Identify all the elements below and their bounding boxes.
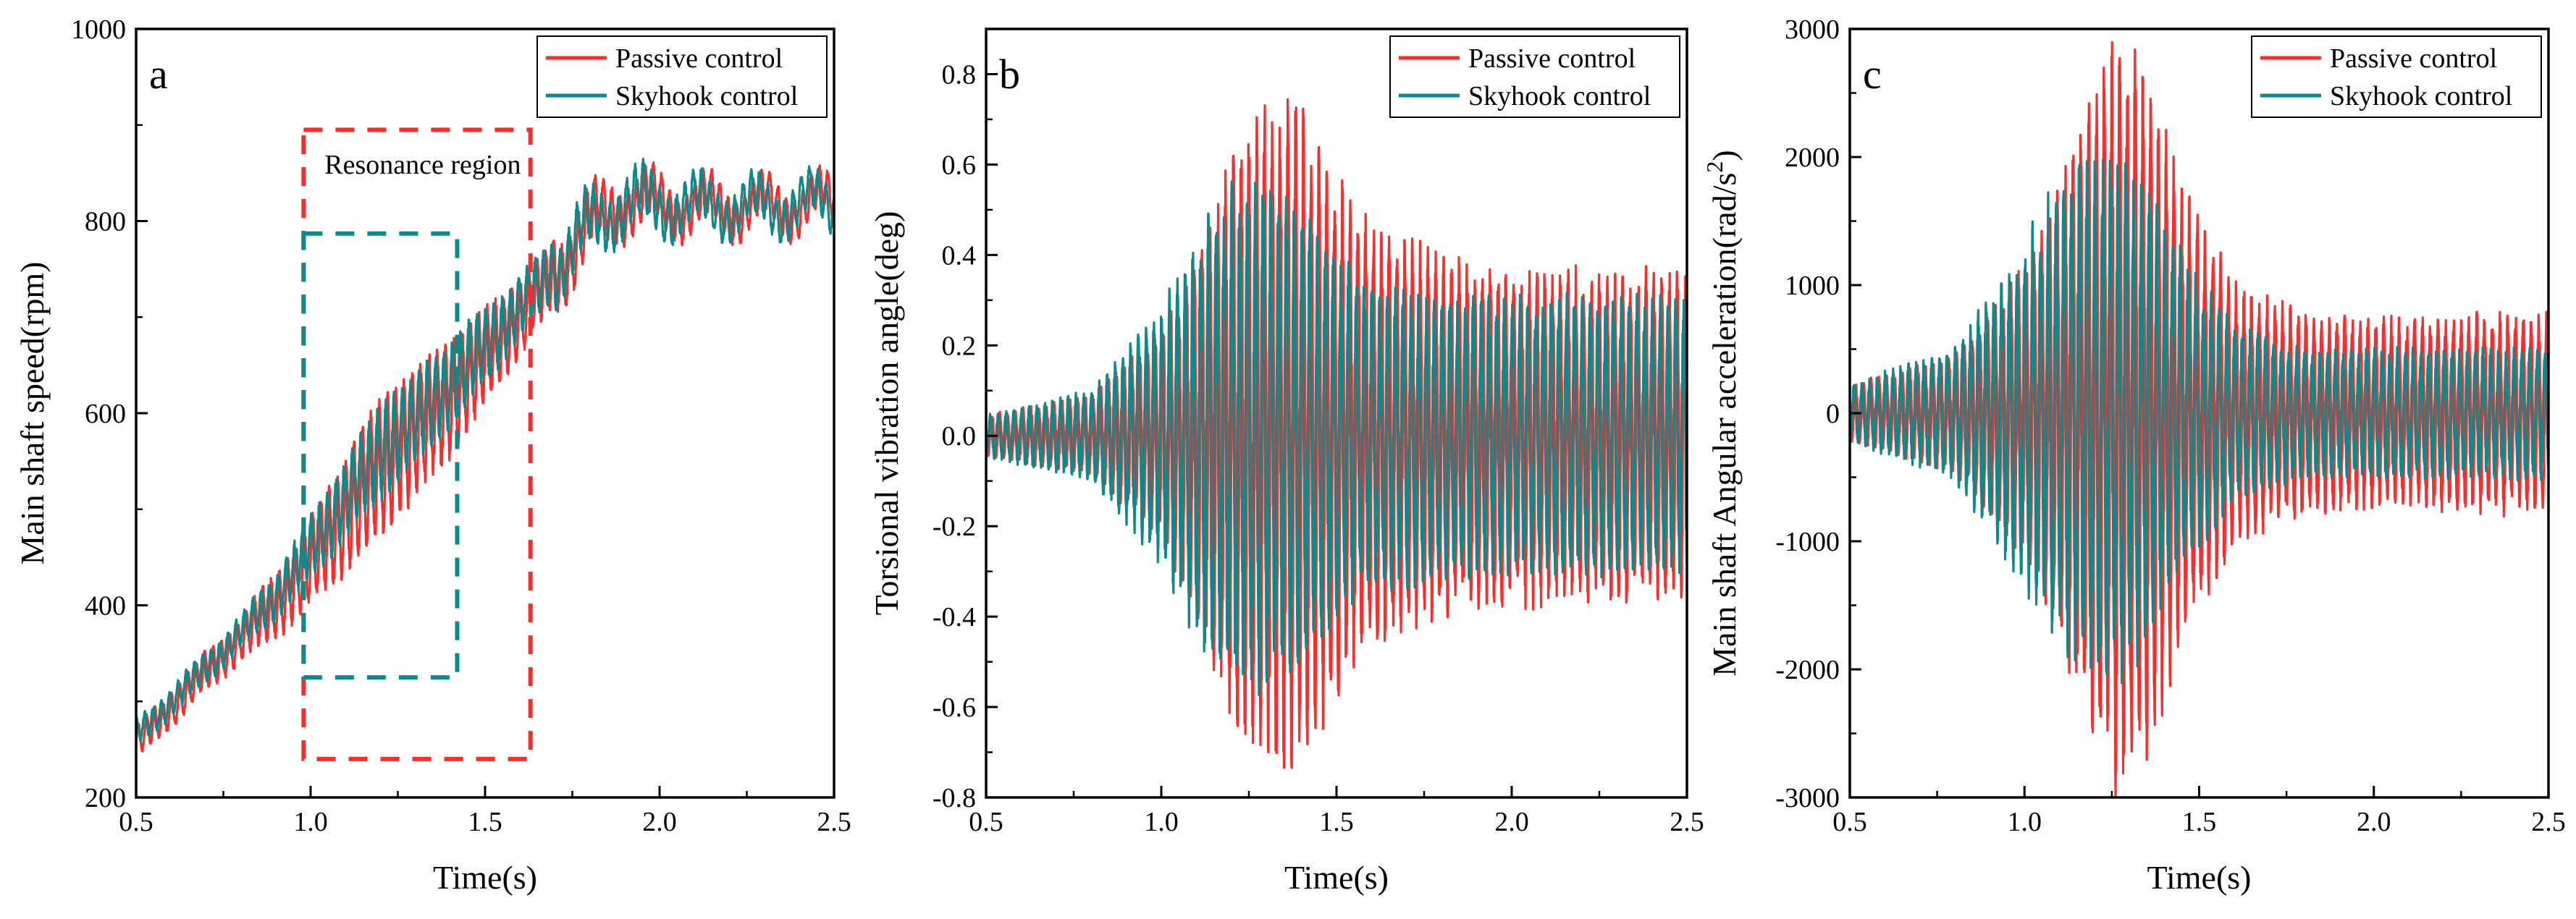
- y-tick-label: -1000: [1775, 527, 1840, 557]
- x-tick-label: 0.5: [969, 807, 1003, 837]
- y-axis-title: Main shaft speed(rpm): [14, 262, 51, 565]
- y-tick-label: 600: [85, 399, 126, 429]
- legend-box: [1389, 35, 1680, 118]
- y-tick-label: -0.6: [933, 693, 976, 723]
- x-tick-label: 2.5: [2531, 807, 2566, 837]
- legend: Passive control Skyhook control: [536, 35, 828, 118]
- x-tick-label: 1.5: [468, 807, 502, 837]
- x-tick-label: 0.5: [119, 807, 153, 837]
- legend-box: [2251, 35, 2542, 118]
- series-skyhook-line: [986, 180, 1687, 696]
- series-passive-line: [1850, 41, 2548, 797]
- x-tick-label: 1.5: [2182, 807, 2217, 837]
- x-tick-label: 2.0: [2357, 807, 2391, 837]
- legend-label-passive: Passive control: [2330, 43, 2497, 74]
- plot-area: [136, 158, 834, 753]
- y-tick-label: 0: [1826, 399, 1840, 429]
- plot-area: [986, 98, 1687, 769]
- series-skyhook-line: [1850, 158, 2548, 685]
- x-axis-title: Time(s): [1284, 859, 1389, 896]
- y-tick-label: 200: [85, 783, 126, 813]
- annotation-label: Resonance region: [324, 150, 521, 180]
- x-tick-label: 1.0: [1144, 807, 1179, 837]
- y-tick-label: 1000: [71, 14, 126, 45]
- x-tick-label: 1.0: [2008, 807, 2042, 837]
- y-tick-label: 0.6: [942, 150, 977, 180]
- y-tick-label: 0.2: [942, 331, 977, 361]
- x-tick-label: 1.5: [1319, 807, 1354, 837]
- x-tick-label: 0.5: [1832, 807, 1867, 837]
- passive-resonance-box: [301, 127, 533, 761]
- legend: Passive control Skyhook control: [2251, 35, 2542, 118]
- x-tick-label: 2.5: [1670, 807, 1704, 837]
- y-tick-label: 0.4: [942, 240, 977, 271]
- y-tick-label: 0.8: [942, 59, 977, 90]
- legend-box: [536, 35, 828, 118]
- legend-label-skyhook: Skyhook control: [1468, 81, 1651, 111]
- y-tick-label: 800: [85, 207, 126, 237]
- plot-area: [1850, 41, 2548, 797]
- y-axis-title: Main shaft Angular acceleration(rad/s2): [1701, 150, 1743, 676]
- y-tick-label: -0.4: [933, 602, 976, 632]
- y-tick-label: 3000: [1785, 14, 1840, 45]
- y-axis-title: Torsional vibration angle(deg): [868, 211, 905, 616]
- legend-label-passive: Passive control: [1468, 43, 1636, 74]
- y-tick-label: -2000: [1775, 655, 1840, 685]
- x-tick-label: 1.0: [293, 807, 328, 837]
- panel-letter: c: [1863, 51, 1882, 98]
- x-tick-label: 2.5: [817, 807, 851, 837]
- y-axis-title-text: Torsional vibration angle(deg): [868, 211, 905, 616]
- legend-label-passive: Passive control: [615, 43, 783, 74]
- legend: Passive control Skyhook control: [1389, 35, 1680, 118]
- panel-c: 0.5 1.0 1.5 2.0 2.5 -3000 -2000 -1000 0 1000 2000 3…: [1701, 14, 2566, 896]
- legend-label-skyhook: Skyhook control: [615, 81, 798, 111]
- panel-letter: a: [149, 51, 168, 98]
- legend-label-skyhook: Skyhook control: [2330, 81, 2512, 111]
- series-skyhook-line: [136, 158, 834, 742]
- x-tick-label: 2.0: [1494, 807, 1529, 837]
- panel-a: Resonance region 0.5 1.0 1.5 2.0 2.5 200 400 600…: [14, 14, 851, 896]
- y-tick-label: 2000: [1785, 143, 1840, 173]
- y-tick-label: -3000: [1775, 783, 1840, 813]
- panel-letter: b: [999, 51, 1020, 98]
- x-axis-title: Time(s): [2147, 859, 2252, 896]
- skyhook-resonance-box: [301, 231, 460, 680]
- y-tick-label: -0.8: [933, 783, 976, 813]
- y-axis-title-superscript: 2: [1701, 161, 1727, 173]
- x-axis-title: Time(s): [433, 859, 537, 896]
- x-tick-label: 2.0: [642, 807, 677, 837]
- y-tick-label: 1000: [1785, 271, 1840, 301]
- y-tick-label: 0.0: [942, 421, 977, 452]
- panel-b: 0.5 1.0 1.5 2.0 2.5 -0.8 -0.6 -0.4 -0.2 0.0 0.2 0.4…: [868, 27, 1704, 896]
- series-passive-line: [986, 98, 1687, 769]
- y-axis-title-text: Main shaft speed(rpm): [14, 262, 51, 565]
- y-axis-title-end: ): [1706, 150, 1743, 161]
- y-tick-label: 400: [85, 591, 126, 622]
- y-tick-label: -0.2: [933, 512, 976, 542]
- y-axis-title-text: Main shaft Angular acceleration(rad/s: [1706, 173, 1743, 677]
